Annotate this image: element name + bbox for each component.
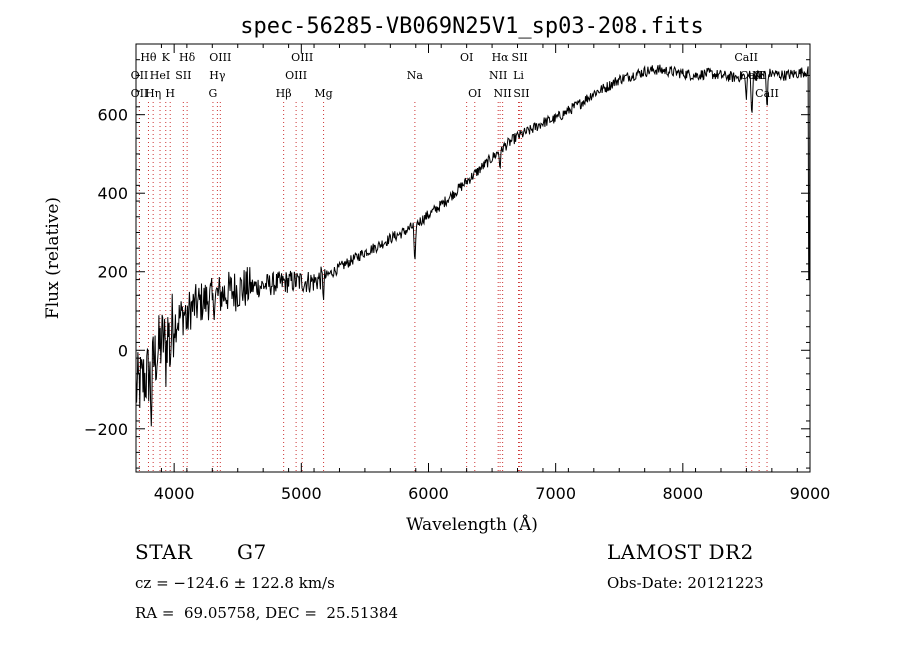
object-class: STAR: [135, 540, 193, 564]
y-tick-label: 600: [97, 106, 128, 125]
survey-name: LAMOST DR2: [607, 540, 754, 564]
spectral-marker-label: CaII: [755, 87, 779, 100]
spectral-marker-label: SII: [513, 87, 529, 100]
spectral-marker-label: SII: [175, 69, 191, 82]
coordinates-text: RA = 69.05758, DEC = 25.51384: [135, 604, 399, 622]
spectral-marker-label: OIII: [209, 51, 231, 64]
obs-date-text: Obs-Date: 20121223: [607, 574, 764, 592]
spectral-marker-label: CaII: [734, 51, 758, 64]
spectral-marker-label: Hγ: [209, 69, 226, 82]
spectral-marker-label: Hη: [145, 87, 161, 100]
spectral-marker-label: HeI: [150, 69, 170, 82]
spectral-marker-label: Hα: [492, 51, 510, 64]
x-tick-label: 5000: [281, 484, 322, 503]
spectral-marker-label: OII: [131, 87, 149, 100]
x-tick-label: 9000: [790, 484, 831, 503]
x-tick-label: 4000: [154, 484, 195, 503]
y-tick-label: 0: [118, 341, 128, 360]
x-tick-label: 8000: [662, 484, 703, 503]
object-subclass: G7: [237, 540, 267, 564]
redshift-text: cz = −124.6 ± 122.8 km/s: [135, 574, 335, 592]
y-tick-label: −200: [84, 420, 128, 439]
spectral-marker-label: Hθ: [140, 51, 157, 64]
spectral-marker-label: OIII: [291, 51, 313, 64]
spectral-marker-label: G: [209, 87, 218, 100]
x-tick-label: 6000: [408, 484, 449, 503]
spectral-marker-label: NII: [489, 69, 507, 82]
spectral-marker-label: Na: [407, 69, 424, 82]
spectral-marker-label: OI: [468, 87, 481, 100]
x-axis-ticks: 4000 5000 6000 7000 8000 9000: [135, 44, 831, 503]
spectral-marker-label: Mg: [314, 87, 332, 100]
y-tick-label: 200: [97, 263, 128, 282]
spectral-marker-label: Li: [513, 69, 524, 82]
spectral-marker-label: H: [165, 87, 175, 100]
spectral-marker-label: OI: [460, 51, 473, 64]
spectral-marker-label: SII: [512, 51, 528, 64]
y-axis-ticks: −200 0 200 400 600: [84, 59, 810, 469]
spectral-marker-label: Hβ: [276, 87, 292, 100]
x-axis-label: Wavelength (Å): [406, 514, 538, 535]
spectrum-series-line: [135, 43, 811, 427]
chart-title: spec-56285-VB069N25V1_sp03-208.fits: [240, 14, 704, 39]
spectral-marker-label: NII: [493, 87, 511, 100]
spectral-marker-label: Hδ: [179, 51, 196, 64]
x-tick-label: 7000: [535, 484, 576, 503]
spectral-line-markers: [138, 102, 768, 472]
spectral-marker-label: K: [162, 51, 171, 64]
y-tick-label: 400: [97, 184, 128, 203]
spectral-marker-label: OIII: [285, 69, 307, 82]
y-axis-label: Flux (relative): [43, 197, 63, 319]
plot-frame: [135, 43, 811, 473]
